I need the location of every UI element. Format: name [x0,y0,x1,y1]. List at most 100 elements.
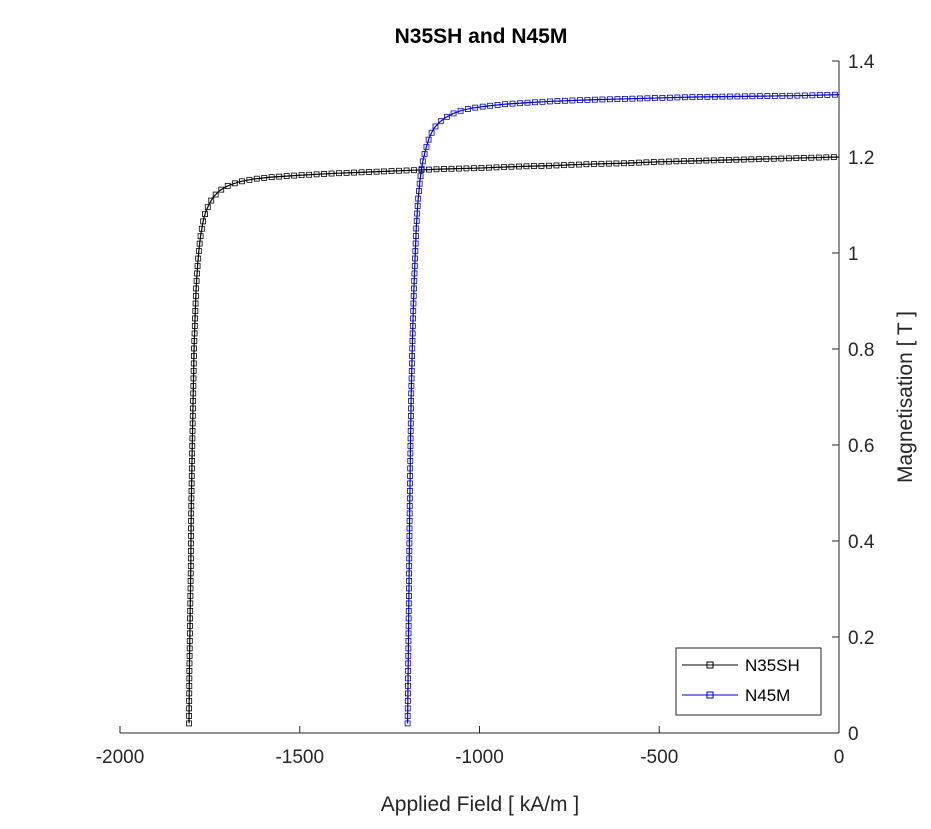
data-point [191,330,198,337]
x-tick-label: -2000 [96,747,145,768]
data-point [187,555,194,562]
data-point [755,156,762,163]
data-point [188,488,195,494]
data-point [410,308,417,314]
data-point [592,96,598,103]
data-point [197,233,204,240]
data-point [408,405,414,412]
data-point [719,93,726,100]
y-axis-label: Magnetisation [ T ] [894,311,917,483]
data-point [187,593,194,599]
data-point [381,168,387,175]
data-point [741,93,748,100]
data-point [546,162,552,169]
data-point [403,167,410,174]
data-point [189,435,196,442]
data-point [405,675,411,682]
data-point [710,157,717,164]
data-point [666,94,673,101]
data-point [471,165,477,172]
data-point [373,168,380,175]
data-point [411,285,417,292]
data-point [192,293,199,299]
data-point [733,156,740,163]
data-point [416,188,422,195]
data-point [695,157,702,164]
x-tick-label: -500 [640,747,678,768]
data-point [412,255,418,262]
data-point [688,158,695,164]
data-point [561,162,567,169]
data-point [409,338,416,344]
x-axis-ticks: -2000 -1500 -1000 -500 0 [96,726,844,768]
data-point [231,180,238,187]
data-point [665,158,672,165]
data-point [343,169,350,176]
data-point [779,92,786,99]
data-point [187,563,194,569]
data-point [562,97,568,104]
data-point [605,160,612,167]
data-point [408,390,415,397]
data-point [358,169,365,176]
data-point [190,375,197,382]
data-point [437,118,444,125]
data-point [405,653,412,659]
data-point [643,159,650,166]
data-point [407,465,414,472]
data-point [188,510,195,517]
data-point [188,525,194,532]
data-point [200,218,207,225]
data-point [793,155,800,162]
data-point [187,578,194,584]
series-layer [186,91,840,727]
data-point [568,161,575,168]
data-point [190,405,196,412]
data-point [509,100,516,107]
data-point [516,163,522,170]
data-point [408,398,415,404]
data-point [413,218,420,224]
data-point [411,278,418,284]
data-point [328,170,335,177]
data-point [636,95,643,102]
data-point [283,173,290,180]
data-point [622,95,628,102]
data-point [524,99,531,106]
data-point [532,99,538,106]
data-point [749,93,756,100]
data-point [406,540,413,547]
x-tick-label: -1500 [275,747,324,768]
data-point [599,96,606,103]
data-point [189,458,195,464]
data-point [407,473,414,479]
data-point [188,473,195,479]
y-tick-label: 1 [848,244,859,265]
data-point [418,165,425,172]
data-point [517,100,523,107]
data-point [412,248,419,254]
data-point [800,155,807,161]
data-point [406,563,413,569]
series-markers-n45m [404,91,838,727]
data-point [188,533,194,539]
data-point [628,160,635,166]
data-point [614,96,621,102]
data-point [190,383,197,389]
data-point [191,353,197,359]
data-point [187,585,194,592]
data-point [405,615,412,622]
data-point [413,225,420,232]
data-point [186,638,193,644]
data-point [410,293,417,299]
data-point [770,155,777,162]
data-point [404,705,411,712]
data-point [407,428,414,434]
legend-label-n35sh: N35SH [745,656,800,675]
data-point [188,503,195,509]
data-point [531,163,537,170]
data-point [523,163,530,170]
data-point [188,465,195,472]
data-point [553,162,560,169]
data-point [405,645,412,652]
